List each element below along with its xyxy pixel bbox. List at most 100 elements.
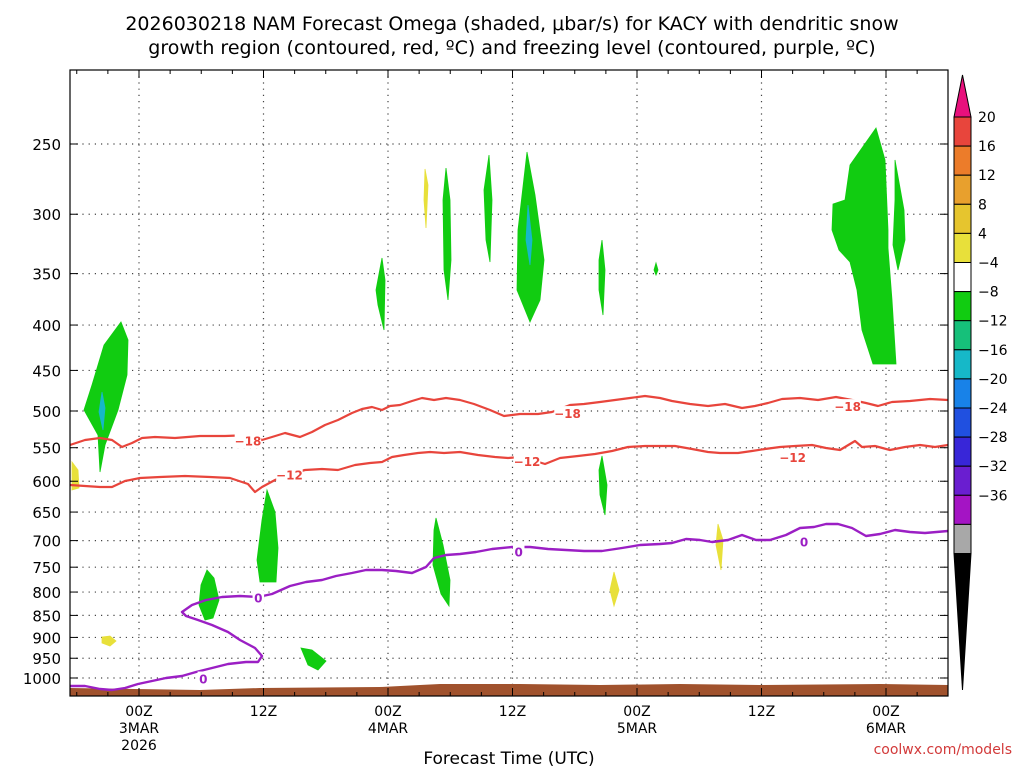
omega-region (423, 168, 429, 229)
omega-region (598, 239, 606, 316)
chart-title-line2: growth region (contoured, red, ºC) and f… (148, 37, 875, 59)
colorbar-label: 8 (978, 197, 987, 213)
omega-region (71, 460, 80, 491)
y-tick-label: 650 (32, 504, 61, 522)
contour-label: −18 (554, 407, 581, 421)
y-tick-label: 900 (32, 629, 61, 647)
omega-shading (71, 127, 906, 671)
x-tick-label: 00Z (374, 704, 401, 720)
colorbar-label: −20 (978, 372, 1008, 388)
y-tick-label: 850 (32, 607, 61, 625)
contour-minus18 (70, 394, 948, 449)
terrain-fill (70, 684, 948, 696)
omega-region (609, 571, 620, 608)
x-tick-label: 6MAR (866, 721, 907, 737)
x-tick-label: 4MAR (368, 721, 409, 737)
contour-label: −18 (834, 400, 861, 414)
colorbar-label: −8 (978, 285, 999, 301)
omega-region (483, 154, 493, 263)
colorbar-label: 16 (978, 139, 996, 155)
colorbar-label: 4 (978, 226, 987, 242)
colorbar-bottom-arrow (953, 553, 972, 691)
colorbar-label: −32 (978, 459, 1008, 475)
contour-label: −12 (276, 468, 303, 482)
contour-label: −18 (235, 434, 262, 448)
x-tick-label: 12Z (748, 704, 775, 720)
contour-labels: −18 −12 −18 −12 −12 −18 0 0 0 0 (197, 399, 861, 687)
y-tick-label: 250 (32, 136, 61, 154)
omega-region (892, 159, 906, 271)
colorbar-label: 20 (978, 110, 996, 126)
colorbar-bin (953, 232, 972, 263)
omega-region (442, 167, 452, 301)
colorbar-bin (953, 203, 972, 234)
contour-label: 0 (515, 546, 523, 560)
x-tick-label: 00Z (125, 704, 152, 720)
x-tick-label: 12Z (499, 704, 526, 720)
y-tick-label: 800 (32, 584, 61, 602)
contour-label: 0 (800, 535, 808, 549)
colorbar-bin (953, 407, 972, 438)
y-tick-label: 300 (32, 206, 61, 224)
colorbar-label: −28 (978, 430, 1008, 446)
x-tick-label: 5MAR (617, 721, 658, 737)
omega-region (653, 261, 659, 277)
y-tick-label: 600 (32, 473, 61, 491)
y-tick-label: 1000 (23, 670, 61, 688)
colorbar-label: −24 (978, 401, 1008, 417)
omega-region (375, 257, 386, 331)
omega-region (598, 455, 608, 516)
x-tick-label: 00Z (623, 704, 650, 720)
x-tick-label: 2026 (121, 738, 157, 754)
omega-region (432, 517, 451, 608)
colorbar: 20 16 12 8 4 −4 −8 −12 −16 −20 −24 −28 −32 −36 (953, 74, 1008, 691)
omega-region (715, 523, 724, 571)
omega-region (98, 391, 106, 431)
x-tick-label: 3MAR (119, 721, 160, 737)
omega-region (198, 569, 220, 621)
contour-label: −12 (514, 455, 541, 469)
colorbar-bin (953, 174, 972, 205)
y-tick-label: 700 (32, 533, 61, 551)
colorbar-bin (953, 465, 972, 496)
omega-region (83, 321, 129, 473)
colorbar-bin (953, 262, 972, 293)
omega-region (101, 635, 117, 647)
x-tick-label: 12Z (250, 704, 277, 720)
y-axis: 250 300 350 400 450 500 550 600 650 700 750 800 850 9… (23, 136, 948, 688)
omega-region (256, 488, 279, 583)
colorbar-bin (953, 436, 972, 467)
omega-region (525, 204, 533, 266)
y-tick-label: 350 (32, 266, 61, 284)
credit-text: coolwx.com/models (874, 742, 1012, 758)
y-tick-label: 550 (32, 440, 61, 458)
x-tick-label: 00Z (872, 704, 899, 720)
colorbar-bin (953, 349, 972, 380)
colorbar-bin (953, 378, 972, 409)
colorbar-bin (953, 116, 972, 147)
x-axis-label: Forecast Time (UTC) (423, 749, 594, 768)
plot-frame (69, 69, 949, 697)
colorbar-label: 12 (978, 168, 996, 184)
chart-title-line1: 2026030218 NAM Forecast Omega (shaded, μ… (125, 13, 898, 35)
y-tick-label: 750 (32, 559, 61, 577)
omega-region (300, 647, 327, 671)
contour-label: −12 (779, 451, 806, 465)
terrain (70, 684, 948, 696)
y-tick-label: 500 (32, 403, 61, 421)
contour-label: 0 (199, 673, 207, 687)
contour-label: 0 (254, 592, 262, 606)
colorbar-label: −12 (978, 314, 1008, 330)
contour-freezing-level (70, 522, 948, 692)
colorbar-bin (953, 145, 972, 176)
omega-region (831, 127, 897, 365)
colorbar-bin (953, 291, 972, 322)
y-tick-label: 450 (32, 362, 61, 380)
colorbar-bin (953, 320, 972, 351)
colorbar-label: −4 (978, 256, 999, 272)
colorbar-label: −16 (978, 343, 1008, 359)
y-tick-label: 950 (32, 650, 61, 668)
colorbar-bin (953, 494, 972, 525)
